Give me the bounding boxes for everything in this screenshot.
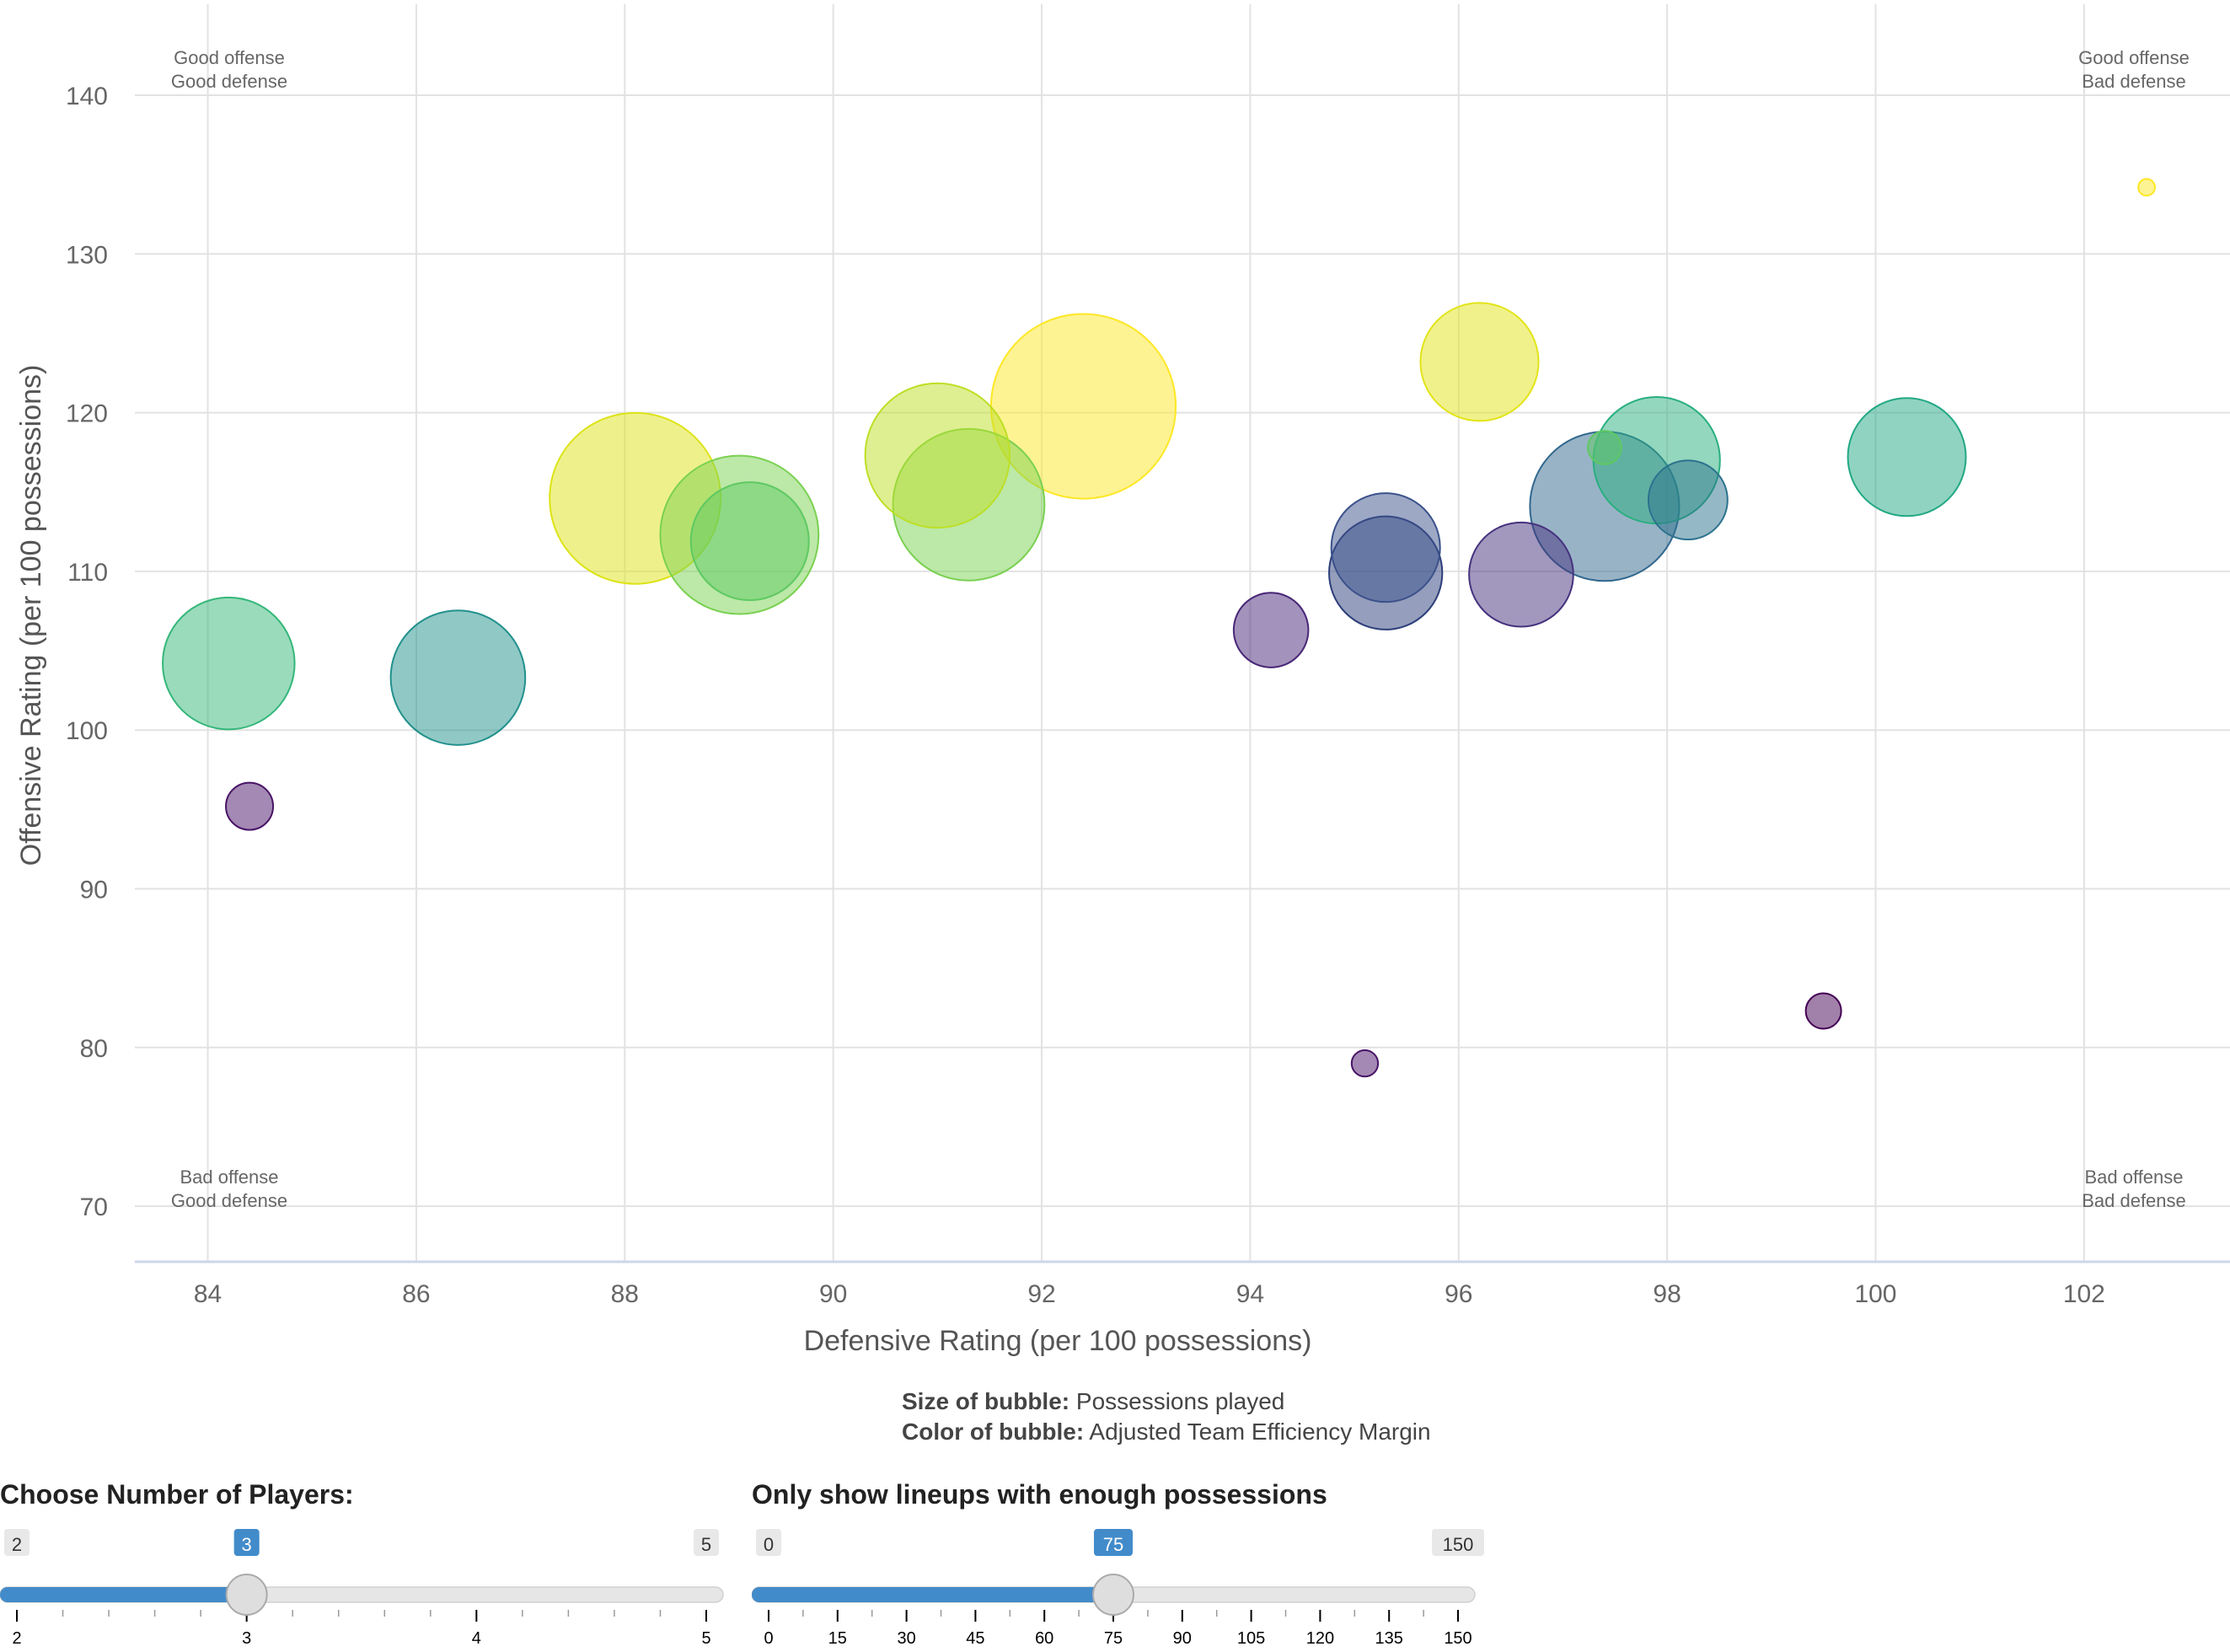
slider-handle[interactable]: [1092, 1574, 1134, 1616]
x-axis-ticks: 84 86 88 90 92 94 96 98 100 102: [194, 1280, 2105, 1308]
possessions-slider-control: Only show lineups with enough possession…: [752, 1479, 1485, 1648]
quadrant-labels: Good offense Good defense Good offense Bad …: [171, 47, 2190, 1211]
slider-tick-label: 5: [701, 1629, 710, 1648]
slider-tick-label: 105: [1237, 1629, 1265, 1648]
slider-tick-label: 0: [764, 1629, 773, 1648]
bubble-point[interactable]: [1468, 521, 1574, 628]
slider-min-label: 2: [12, 1534, 22, 1555]
quadrant-label-bottom-left: Good defense: [171, 1190, 287, 1211]
slider-tick-label: 150: [1444, 1629, 1471, 1648]
x-tick-label: 100: [1854, 1280, 1896, 1308]
slider-fill: [0, 1587, 247, 1602]
slider-min-label: 0: [764, 1534, 774, 1555]
size-legend-label: Size of bubble:: [902, 1388, 1070, 1414]
bubble-point[interactable]: [1419, 302, 1540, 422]
quadrant-label-top-left: Good offense: [174, 47, 285, 68]
slider-tick-label: 2: [12, 1629, 21, 1648]
bubble-point[interactable]: [1587, 430, 1622, 465]
size-legend: Size of bubble: Possessions played: [902, 1386, 1431, 1417]
bubble-legend-note: Size of bubble: Possessions played Color…: [902, 1386, 1431, 1447]
slider-min-badge: [4, 1529, 29, 1556]
slider-tick-label: 120: [1306, 1629, 1334, 1648]
possessions-slider[interactable]: 0 150 75 0 15 30 45 60 75 90 105 120 135 150: [752, 1526, 1485, 1652]
slider-max-badge: [1432, 1529, 1484, 1556]
bubble-series[interactable]: [162, 178, 2156, 1078]
y-tick-label: 70: [80, 1193, 108, 1221]
size-legend-value: Possessions played: [1075, 1388, 1285, 1414]
y-tick-label: 110: [67, 559, 108, 587]
y-axis-ticks: 70 80 90 100 110 120 130 140: [66, 83, 108, 1221]
quadrant-label-top-right: Bad defense: [2082, 71, 2186, 92]
slider-tick-label: 75: [1104, 1629, 1123, 1648]
quadrant-label-bottom-right: Bad offense: [2084, 1167, 2183, 1188]
slider-min-badge: [756, 1529, 781, 1556]
slider-handle[interactable]: [225, 1574, 268, 1616]
quadrant-label-bottom-left: Bad offense: [180, 1167, 278, 1188]
slider-max-label: 5: [701, 1534, 711, 1555]
possessions-slider-title: Only show lineups with enough possession…: [752, 1479, 1327, 1510]
x-tick-label: 94: [1236, 1280, 1264, 1308]
x-tick-label: 88: [611, 1280, 639, 1308]
bubble-point[interactable]: [689, 481, 810, 602]
slider-tick-label: 4: [472, 1629, 481, 1648]
bubble-point[interactable]: [1647, 459, 1729, 541]
slider-value-badge: [1094, 1529, 1133, 1556]
bubble-point[interactable]: [1847, 397, 1967, 518]
slider-max-badge: [694, 1529, 719, 1556]
color-legend-label: Color of bubble:: [902, 1419, 1085, 1445]
y-tick-label: 80: [80, 1035, 108, 1063]
bubble-point[interactable]: [864, 382, 1011, 529]
quadrant-label-top-left: Good defense: [171, 71, 287, 92]
y-tick-label: 90: [80, 876, 108, 904]
x-tick-label: 92: [1027, 1280, 1055, 1308]
slider-value-label: 3: [242, 1534, 252, 1555]
players-slider-control: Choose Number of Players: 2 5 3 2 3 4 5: [0, 1479, 733, 1648]
slider-tick-label: 45: [966, 1629, 984, 1648]
bubble-point[interactable]: [1330, 492, 1441, 603]
y-axis-title: Offensive Rating (per 100 possessions): [15, 365, 47, 866]
y-tick-label: 130: [66, 241, 108, 269]
bubble-point[interactable]: [1232, 592, 1310, 668]
bubble-point[interactable]: [162, 596, 296, 731]
bubble-point[interactable]: [389, 609, 527, 746]
x-tick-label: 86: [402, 1280, 430, 1308]
slider-tick-label: 60: [1035, 1629, 1053, 1648]
y-tick-label: 100: [66, 717, 108, 745]
bubble-point[interactable]: [225, 781, 275, 831]
slider-tick-label: 15: [828, 1629, 847, 1648]
quadrant-label-top-right: Good offense: [2078, 47, 2190, 68]
x-tick-label: 102: [2063, 1280, 2105, 1308]
slider-tick-label: 3: [242, 1629, 251, 1648]
x-tick-label: 84: [194, 1280, 222, 1308]
x-axis-title: Defensive Rating (per 100 possessions): [804, 1325, 1312, 1357]
slider-max-label: 150: [1443, 1534, 1474, 1555]
color-legend: Color of bubble: Adjusted Team Efficienc…: [902, 1417, 1431, 1447]
x-tick-label: 90: [819, 1280, 847, 1308]
quadrant-label-bottom-right: Bad defense: [2082, 1190, 2186, 1211]
slider-tick-label: 30: [897, 1629, 915, 1648]
slider-tick-label: 135: [1375, 1629, 1403, 1648]
bubble-point[interactable]: [2137, 178, 2156, 197]
bubble-point[interactable]: [1350, 1049, 1380, 1078]
x-tick-label: 96: [1445, 1280, 1472, 1308]
slider-value-badge: [233, 1529, 260, 1556]
slider-fill: [752, 1587, 1113, 1602]
y-tick-label: 140: [66, 83, 108, 110]
y-tick-label: 120: [66, 400, 108, 428]
slider-value-label: 75: [1103, 1534, 1123, 1555]
bubble-chart: 84 86 88 90 92 94 96 98 100 102 70 80 90 100 110 120 13…: [15, 4, 2230, 1357]
bubble-point[interactable]: [1804, 992, 1842, 1030]
players-slider[interactable]: 2 5 3 2 3 4 5: [0, 1526, 733, 1652]
x-tick-label: 98: [1653, 1280, 1681, 1308]
color-legend-value: Adjusted Team Efficiency Margin: [1089, 1419, 1431, 1445]
players-slider-title: Choose Number of Players:: [0, 1479, 354, 1510]
slider-tick-label: 90: [1173, 1629, 1192, 1648]
grid-lines: [135, 4, 2230, 1263]
